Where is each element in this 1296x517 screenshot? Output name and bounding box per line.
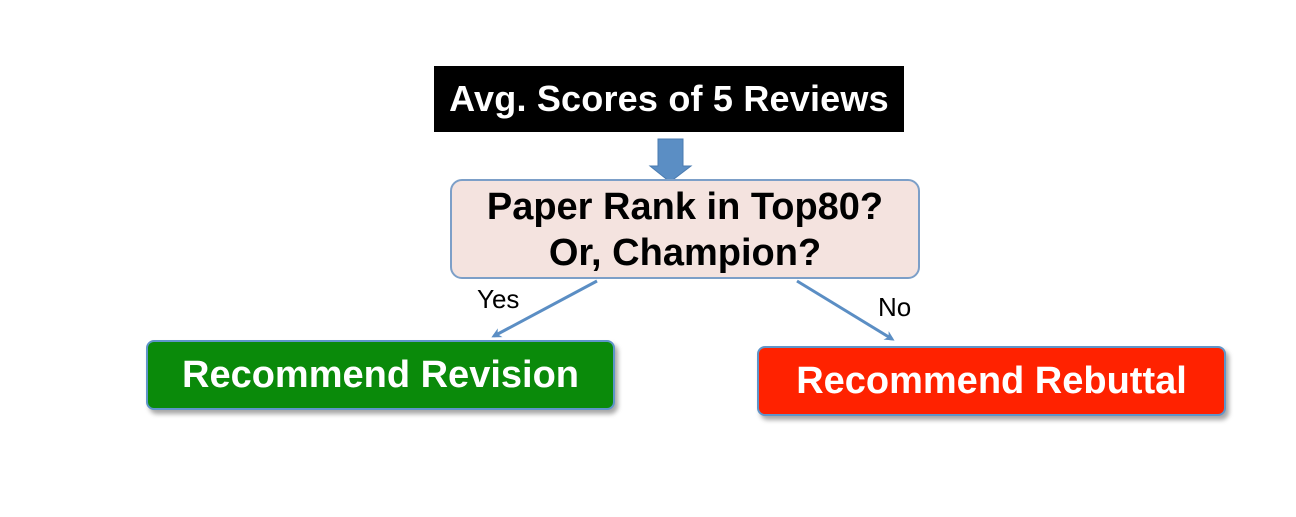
recommend-revision-label: Recommend Revision bbox=[182, 353, 579, 396]
root-node-avg-scores: Avg. Scores of 5 Reviews bbox=[434, 66, 904, 132]
recommend-revision-node: Recommend Revision bbox=[146, 340, 615, 410]
decision-node-rank: Paper Rank in Top80? Or, Champion? bbox=[450, 179, 920, 279]
recommend-rebuttal-node: Recommend Rebuttal bbox=[757, 346, 1226, 416]
yes-edge-label: Yes bbox=[477, 284, 520, 314]
down-block-arrow bbox=[648, 138, 693, 183]
no-arrow bbox=[796, 279, 895, 341]
no-edge-label: No bbox=[878, 292, 912, 322]
decision-line-2: Or, Champion? bbox=[548, 232, 822, 274]
recommend-rebuttal-label: Recommend Rebuttal bbox=[796, 359, 1187, 402]
decision-line-1: Paper Rank in Top80? bbox=[486, 186, 884, 228]
yes-arrow bbox=[491, 279, 598, 338]
root-node-label: Avg. Scores of 5 Reviews bbox=[449, 78, 889, 119]
